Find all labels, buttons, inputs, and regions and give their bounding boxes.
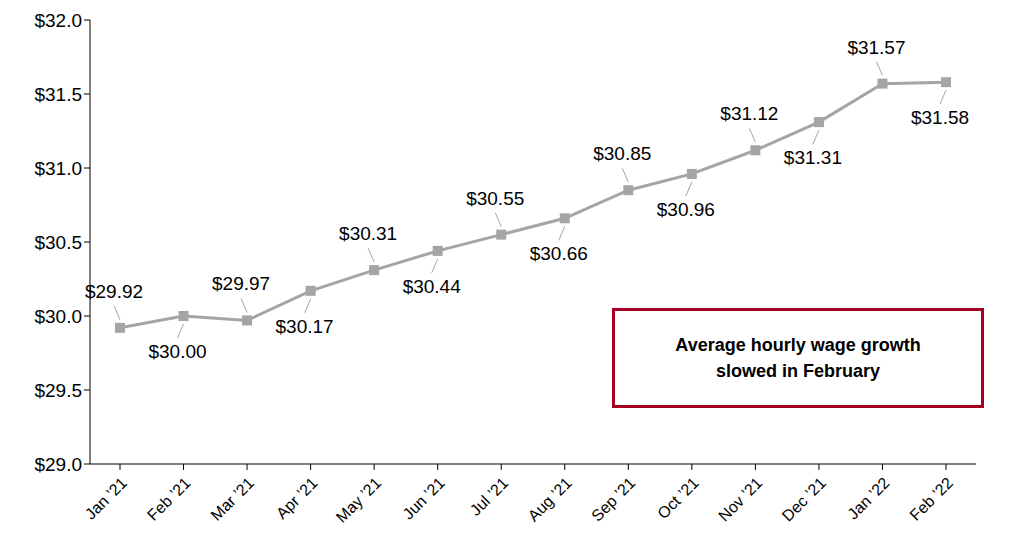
svg-text:$30.85: $30.85	[593, 143, 651, 164]
svg-text:Jun ’21: Jun ’21	[399, 474, 448, 523]
svg-text:$29.92: $29.92	[85, 281, 143, 302]
svg-text:$29.0: $29.0	[34, 454, 82, 475]
svg-text:$30.66: $30.66	[530, 243, 588, 264]
svg-text:$30.31: $30.31	[339, 223, 397, 244]
svg-text:Dec ’21: Dec ’21	[779, 474, 829, 524]
svg-text:$30.44: $30.44	[403, 276, 462, 297]
svg-text:Oct ’21: Oct ’21	[654, 474, 702, 522]
svg-text:$31.57: $31.57	[847, 37, 905, 58]
svg-text:Feb ’21: Feb ’21	[144, 474, 194, 524]
svg-text:Feb ’22: Feb ’22	[906, 474, 956, 524]
svg-text:$31.31: $31.31	[784, 147, 842, 168]
svg-text:$30.00: $30.00	[148, 341, 206, 362]
svg-text:Apr ’21: Apr ’21	[273, 474, 321, 522]
svg-text:$31.12: $31.12	[720, 103, 778, 124]
svg-text:Jul ’21: Jul ’21	[467, 474, 512, 519]
html-text:Average hourly wage growth slo: Average hourly wage growth slowed in Feb…	[675, 335, 921, 381]
svg-text:$30.5: $30.5	[34, 232, 82, 253]
svg-text:$31.58: $31.58	[911, 107, 969, 128]
svg-text:$31.5: $31.5	[34, 84, 82, 105]
svg-text:May ’21: May ’21	[333, 474, 385, 526]
svg-text:$29.5: $29.5	[34, 380, 82, 401]
svg-text:$30.17: $30.17	[276, 316, 334, 337]
svg-text:Jan ’21: Jan ’21	[82, 474, 131, 523]
svg-text:$30.55: $30.55	[466, 188, 524, 209]
svg-text:Aug ’21: Aug ’21	[525, 474, 575, 524]
svg-text:$30.96: $30.96	[657, 199, 715, 220]
svg-text:Nov ’21: Nov ’21	[715, 474, 765, 524]
svg-text:$30.0: $30.0	[34, 306, 82, 327]
svg-text:Mar ’21: Mar ’21	[207, 474, 257, 524]
svg-text:Jan ’22: Jan ’22	[844, 474, 893, 523]
svg-text:$29.97: $29.97	[212, 273, 270, 294]
svg-text:$32.0: $32.0	[34, 10, 82, 31]
svg-text:$31.0: $31.0	[34, 158, 82, 179]
svg-text:Sep ’21: Sep ’21	[588, 474, 638, 524]
